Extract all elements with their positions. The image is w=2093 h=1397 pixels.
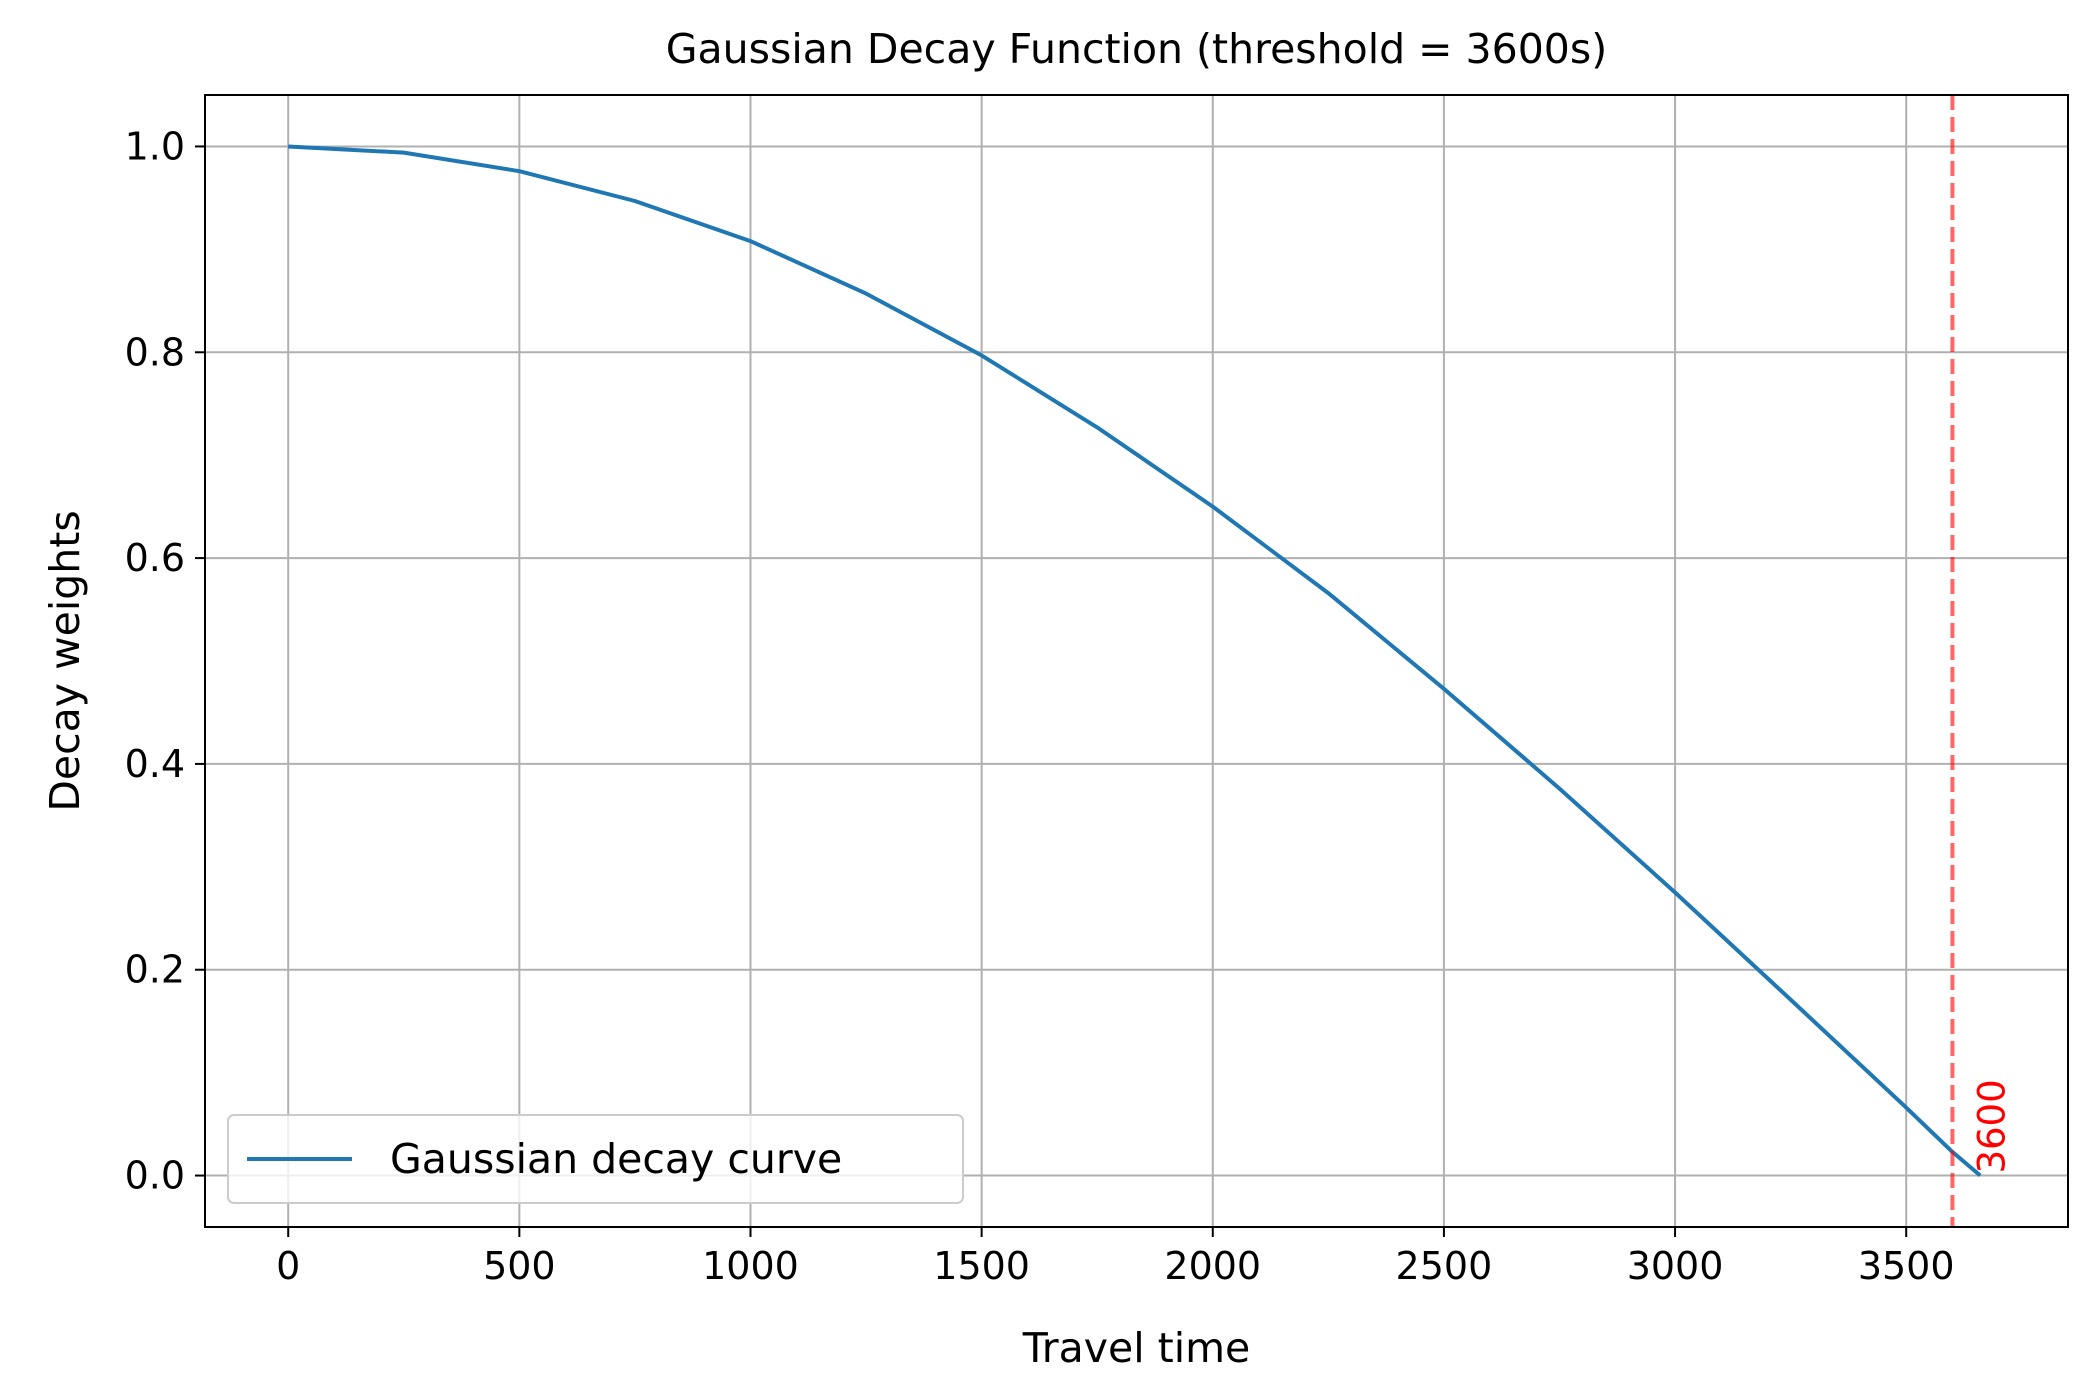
y-tick-label: 0.6 [125, 536, 185, 580]
y-tick-label: 0.2 [125, 948, 185, 992]
legend: Gaussian decay curve [227, 1114, 964, 1204]
y-tick-label: 0.0 [125, 1154, 185, 1198]
series-line [288, 144, 1982, 1178]
threshold-label: 3600 [1970, 1079, 2013, 1173]
x-tick-label: 3500 [1858, 1244, 1955, 1288]
legend-label: Gaussian decay curve [390, 1135, 842, 1183]
x-tick-label: 1000 [702, 1244, 799, 1288]
x-tick-label: 2500 [1396, 1244, 1493, 1288]
y-tick-label: 1.0 [125, 124, 185, 168]
x-axis: 0 500 1000 1500 2000 2500 3000 3500 [276, 1227, 1955, 1288]
chart-title: Gaussian Decay Function (threshold = 360… [666, 25, 1608, 73]
y-tick-label: 0.8 [125, 330, 185, 374]
y-axis-title: Decay weights [41, 510, 89, 811]
x-tick-label: 0 [276, 1244, 300, 1288]
legend-box [227, 1114, 964, 1204]
x-axis-title: Travel time [1022, 1324, 1251, 1372]
plot-area: 3600 [288, 95, 2013, 1227]
y-axis: 0.0 0.2 0.4 0.6 0.8 1.0 [125, 124, 205, 1198]
axes-frame [204, 94, 2069, 1228]
x-tick-label: 500 [483, 1244, 556, 1288]
x-tick-label: 3000 [1627, 1244, 1724, 1288]
x-tick-label: 1500 [933, 1244, 1030, 1288]
x-tick-label: 2000 [1164, 1244, 1261, 1288]
y-tick-label: 0.4 [125, 742, 185, 786]
